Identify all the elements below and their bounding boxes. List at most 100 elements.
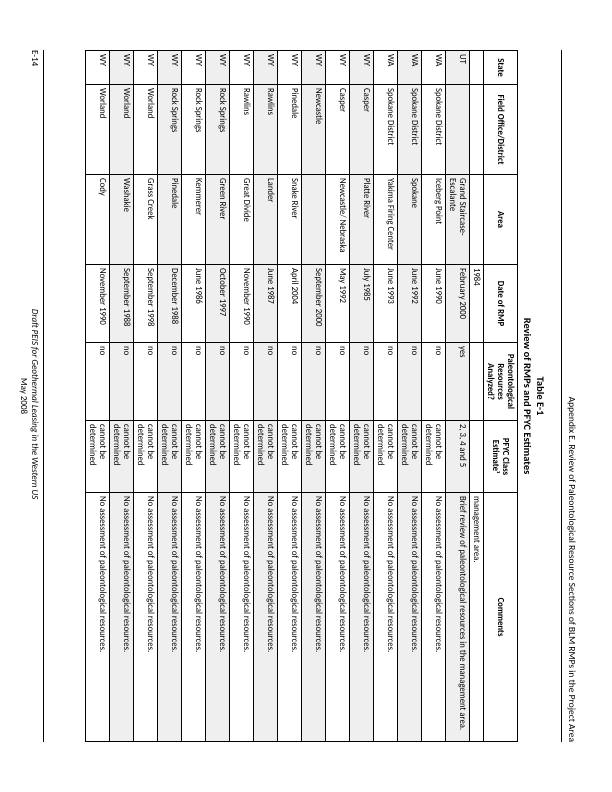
table-row: WYRock SpringsKemmererJune 1986nocannot … bbox=[181, 51, 205, 742]
cell-office: Spokane District bbox=[373, 85, 397, 175]
cell-comments: No assessment of paleontological resourc… bbox=[325, 493, 349, 742]
cell-area bbox=[469, 175, 483, 265]
cell-comments: No assessment of paleontological resourc… bbox=[205, 493, 229, 742]
cell-date: November 1990 bbox=[85, 265, 109, 343]
table-row: WYCasperPlatte RiverJuly 1985nocannot be… bbox=[349, 51, 373, 742]
cell-date: December 1988 bbox=[157, 265, 181, 343]
cell-comments: No assessment of paleontological resourc… bbox=[301, 493, 325, 742]
cell-date: 1984 bbox=[469, 265, 483, 343]
table-title: Review of RMPs and PFYC Estimates bbox=[521, 318, 534, 475]
table-row: WASpokane DistrictIceberg PointJune 1990… bbox=[421, 51, 445, 742]
cell-date: September 2000 bbox=[301, 265, 325, 343]
cell-pfyc: cannot be determined bbox=[157, 421, 181, 493]
cell-area: Washakie bbox=[109, 175, 133, 265]
cell-comments: management area. bbox=[469, 493, 483, 742]
page-number: E-14 bbox=[29, 50, 40, 66]
cell-paleo: no bbox=[133, 343, 157, 421]
cell-office: Worland bbox=[133, 85, 157, 175]
cell-date: May 1992 bbox=[325, 265, 349, 343]
cell-date: September 1988 bbox=[109, 265, 133, 343]
cell-pfyc: cannot be determined bbox=[133, 421, 157, 493]
cell-state: WY bbox=[85, 51, 109, 85]
cell-comments: No assessment of paleontological resourc… bbox=[85, 493, 109, 742]
running-head: Appendix E. Review of Paleontological Re… bbox=[561, 50, 578, 742]
cell-paleo: no bbox=[205, 343, 229, 421]
cell-office: Worland bbox=[85, 85, 109, 175]
cell-paleo: no bbox=[229, 343, 253, 421]
cell-office: Pinedale bbox=[277, 85, 301, 175]
cell-state: WA bbox=[421, 51, 445, 85]
cell-state: WY bbox=[277, 51, 301, 85]
cell-area: Lander bbox=[253, 175, 277, 265]
cell-pfyc: cannot be determined bbox=[349, 421, 373, 493]
col-office: Field Office/District bbox=[483, 85, 517, 175]
col-area: Area bbox=[483, 175, 517, 265]
cell-comments: Brief review of paleontological resource… bbox=[445, 493, 469, 742]
cell-comments: No assessment of paleontological resourc… bbox=[349, 493, 373, 742]
cell-office bbox=[445, 85, 469, 175]
col-date: Date of RMP bbox=[483, 265, 517, 343]
cell-paleo bbox=[469, 343, 483, 421]
cell-area bbox=[301, 175, 325, 265]
table-row: 1984 management area. bbox=[469, 51, 483, 742]
cell-state: WY bbox=[133, 51, 157, 85]
cell-comments: No assessment of paleontological resourc… bbox=[157, 493, 181, 742]
cell-pfyc: cannot be determined bbox=[373, 421, 397, 493]
cell-office: Rock Springs bbox=[157, 85, 181, 175]
cell-area: Grass Creek bbox=[133, 175, 157, 265]
cell-pfyc: 2, 3, 4 and 5 bbox=[445, 421, 469, 493]
cell-state: WY bbox=[109, 51, 133, 85]
cell-paleo: no bbox=[277, 343, 301, 421]
cell-date: October 1997 bbox=[205, 265, 229, 343]
cell-state: UT bbox=[445, 51, 469, 85]
cell-office: Worland bbox=[109, 85, 133, 175]
table-header-row: State Field Office/District Area Date of… bbox=[483, 51, 517, 742]
cell-date: April 2004 bbox=[277, 265, 301, 343]
cell-paleo: no bbox=[109, 343, 133, 421]
cell-comments: No assessment of paleontological resourc… bbox=[373, 493, 397, 742]
cell-area: Snake River bbox=[277, 175, 301, 265]
table-row: WYCasperNewcastle/ NebraskaMay 1992nocan… bbox=[325, 51, 349, 742]
cell-office: Newcastle bbox=[301, 85, 325, 175]
cell-paleo: no bbox=[349, 343, 373, 421]
cell-state: WY bbox=[205, 51, 229, 85]
table-row: WASpokane DistrictSpokaneJune 1992nocann… bbox=[397, 51, 421, 742]
cell-pfyc: cannot be determined bbox=[301, 421, 325, 493]
cell-state: WY bbox=[349, 51, 373, 85]
cell-pfyc: cannot be determined bbox=[325, 421, 349, 493]
cell-pfyc: cannot be determined bbox=[253, 421, 277, 493]
cell-area: Platte River bbox=[349, 175, 373, 265]
table-row: UTGrand Staircase-EscalanteFebruary 2000… bbox=[445, 51, 469, 742]
cell-area: Pinedale bbox=[157, 175, 181, 265]
cell-comments: No assessment of paleontological resourc… bbox=[277, 493, 301, 742]
cell-paleo: no bbox=[373, 343, 397, 421]
cell-state: WY bbox=[253, 51, 277, 85]
cell-date: February 2000 bbox=[445, 265, 469, 343]
cell-office: Rock Springs bbox=[181, 85, 205, 175]
cell-paleo: no bbox=[301, 343, 325, 421]
table-label: Table E-1 bbox=[534, 377, 547, 416]
cell-paleo: no bbox=[253, 343, 277, 421]
table-row: WYRock SpringsGreen RiverOctober 1997noc… bbox=[205, 51, 229, 742]
cell-comments: No assessment of paleontological resourc… bbox=[397, 493, 421, 742]
table-row: WASpokane DistrictYakima Firing CenterJu… bbox=[373, 51, 397, 742]
cell-office: Casper bbox=[325, 85, 349, 175]
cell-pfyc: cannot be determined bbox=[397, 421, 421, 493]
cell-paleo: no bbox=[181, 343, 205, 421]
cell-date: July 1985 bbox=[349, 265, 373, 343]
cell-office: Rawlins bbox=[253, 85, 277, 175]
cell-pfyc bbox=[469, 421, 483, 493]
cell-office bbox=[469, 85, 483, 175]
col-comments: Comments bbox=[483, 493, 517, 742]
footer-title: Draft PEIS for Geothermal Leasing in the… bbox=[29, 309, 40, 499]
cell-comments: No assessment of paleontological resourc… bbox=[109, 493, 133, 742]
cell-date: September 1998 bbox=[133, 265, 157, 343]
table-row: WYRock SpringsPinedaleDecember 1988nocan… bbox=[157, 51, 181, 742]
col-state: State bbox=[483, 51, 517, 85]
cell-date: June 1990 bbox=[421, 265, 445, 343]
cell-state: WY bbox=[181, 51, 205, 85]
cell-office: Rock Springs bbox=[205, 85, 229, 175]
cell-paleo: no bbox=[325, 343, 349, 421]
rmp-table: State Field Office/District Area Date of… bbox=[85, 50, 518, 742]
cell-state: WY bbox=[229, 51, 253, 85]
